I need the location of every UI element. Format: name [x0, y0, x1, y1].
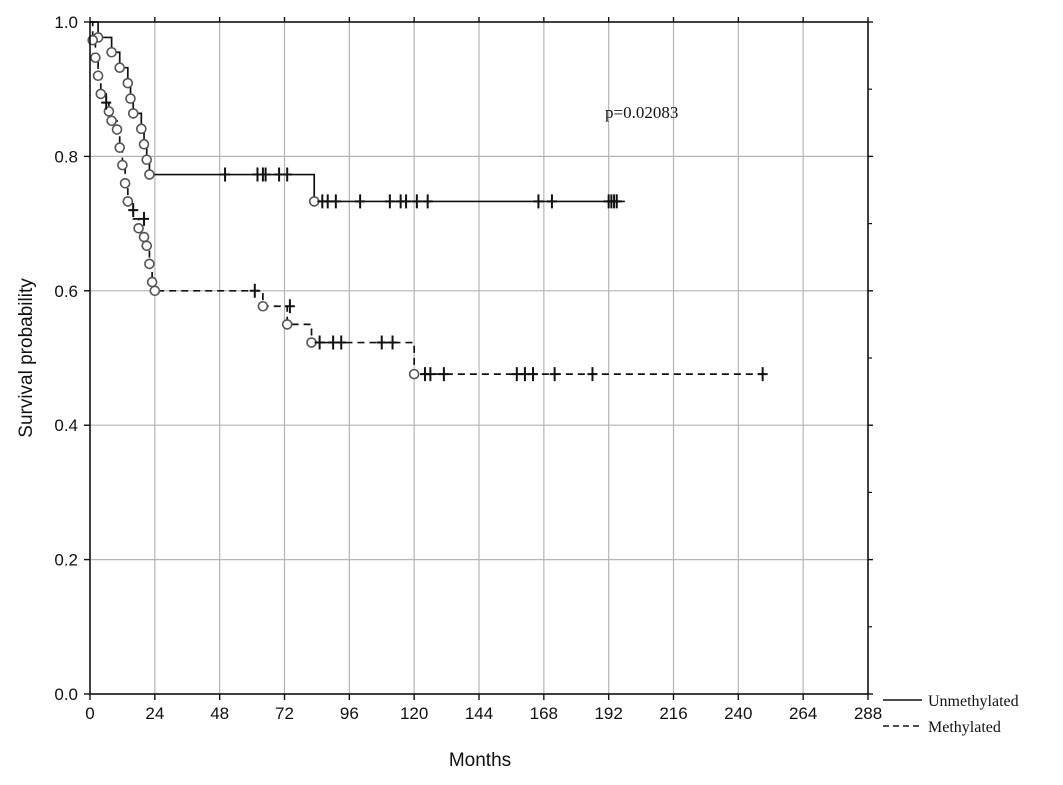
x-tick-label: 264: [789, 704, 817, 723]
grid-layer: [90, 22, 868, 694]
censor-mark-unmethylated: [401, 194, 412, 209]
censor-mark-methylated: [438, 367, 449, 382]
censor-mark-methylated: [139, 211, 150, 226]
censor-mark-unmethylated: [611, 194, 622, 209]
x-tick-label: 48: [210, 704, 229, 723]
event-marker-methylated: [281, 319, 293, 330]
censor-mark-methylated: [376, 335, 387, 350]
y-axis-label: Survival probability: [16, 278, 37, 438]
censor-mark-unmethylated: [533, 194, 544, 209]
legend-label-methylated: Methylated: [928, 719, 1001, 736]
censor-mark-methylated: [425, 367, 436, 382]
event-marker-unmethylated: [144, 169, 155, 180]
x-tick-label: 72: [275, 704, 294, 723]
event-marker-unmethylated: [125, 93, 136, 104]
event-marker-methylated: [133, 223, 144, 234]
series-line-unmethylated: [90, 21, 625, 203]
censor-mark-methylated: [757, 367, 768, 382]
censor-mark-methylated: [284, 299, 295, 314]
event-marker-methylated: [90, 52, 101, 63]
y-tick-label: 0.6: [54, 282, 78, 301]
y-tick-label: 0.4: [54, 416, 78, 435]
event-marker-unmethylated: [136, 123, 147, 135]
censor-mark-methylated: [549, 367, 560, 382]
y-tick-label: 0.2: [54, 551, 78, 570]
axes-layer: 0 24 48 72 96 120 144 168 192 216 240 264 288 0.0 0.2 0…: [54, 13, 882, 723]
x-tick-label: 192: [594, 704, 622, 723]
censor-mark-methylated: [336, 335, 347, 350]
event-marker-methylated: [141, 240, 153, 252]
event-marker-unmethylated: [127, 108, 139, 119]
y-tick-label: 1.0: [54, 13, 78, 32]
event-marker-methylated: [106, 115, 117, 127]
event-marker-methylated: [138, 231, 150, 243]
event-marker-methylated: [257, 300, 269, 312]
series-layer: [87, 21, 769, 382]
censor-mark-methylated: [128, 203, 139, 218]
y-tick-label: 0.0: [54, 685, 78, 704]
censor-mark-methylated: [101, 95, 112, 110]
legend-label-unmethylated: Unmethylated: [928, 693, 1019, 710]
censor-mark-unmethylated: [384, 194, 395, 209]
censor-mark-methylated: [249, 283, 260, 298]
censor-mark-unmethylated: [411, 194, 422, 209]
x-tick-label: 96: [340, 704, 359, 723]
event-marker-methylated: [408, 368, 420, 380]
event-marker-methylated: [144, 258, 155, 270]
event-marker-methylated: [95, 88, 107, 100]
x-tick-label: 168: [530, 704, 558, 723]
event-marker-methylated: [119, 177, 131, 189]
censor-mark-unmethylated: [330, 194, 341, 209]
event-marker-methylated: [114, 142, 126, 153]
censor-mark-methylated: [528, 367, 539, 382]
x-tick-label: 216: [659, 704, 687, 723]
censor-mark-unmethylated: [422, 194, 433, 209]
y-tick-label: 0.8: [54, 147, 78, 166]
legend: Unmethylated Methylated: [883, 693, 1019, 736]
censor-mark-methylated: [587, 367, 598, 382]
x-tick-label: 144: [465, 704, 493, 723]
series-line-methylated: [90, 21, 769, 375]
event-marker-unmethylated: [114, 62, 126, 73]
event-marker-methylated: [149, 285, 161, 297]
p-value-annotation: p=0.02083: [605, 103, 678, 122]
x-tick-label: 288: [854, 704, 882, 723]
censor-mark-unmethylated: [220, 167, 231, 182]
event-marker-unmethylated: [141, 154, 153, 166]
censor-mark-methylated: [387, 335, 398, 350]
censor-mark-unmethylated: [355, 194, 366, 209]
censor-mark-unmethylated: [260, 167, 271, 182]
x-tick-label: 120: [400, 704, 428, 723]
censor-mark-unmethylated: [282, 167, 293, 182]
event-marker-methylated: [122, 196, 134, 207]
event-marker-methylated: [111, 124, 123, 135]
x-tick-label: 0: [85, 704, 94, 723]
event-marker-methylated: [146, 276, 158, 288]
event-marker-unmethylated: [122, 77, 134, 89]
x-axis-label: Months: [449, 750, 511, 771]
x-tick-label: 240: [724, 704, 752, 723]
event-marker-unmethylated: [138, 139, 150, 150]
censor-mark-unmethylated: [546, 194, 557, 209]
x-tick-label: 24: [145, 704, 164, 723]
event-marker-methylated: [92, 70, 104, 82]
event-marker-methylated: [117, 159, 128, 171]
censor-mark-methylated: [314, 335, 325, 350]
event-marker-unmethylated: [106, 46, 117, 58]
